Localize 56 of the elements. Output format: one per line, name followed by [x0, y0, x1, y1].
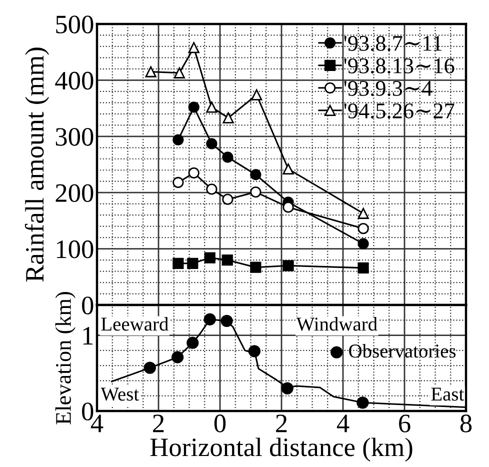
point [250, 169, 262, 180]
y-axis-title: Elevation (km) [55, 292, 76, 424]
point [144, 362, 156, 374]
point [358, 223, 369, 234]
point [358, 262, 369, 274]
y-tick-label: 400 [55, 72, 94, 90]
point [206, 102, 218, 113]
y-tick-label: 0 [82, 296, 94, 314]
annotation: Leeward [101, 317, 168, 331]
y-tick-label: 1 [83, 327, 93, 344]
point [171, 351, 184, 364]
point [222, 254, 233, 266]
point [187, 258, 198, 269]
point [145, 66, 156, 78]
x-tick-label: 0 [214, 414, 226, 432]
annotation: Windward [296, 317, 378, 331]
point [282, 202, 294, 213]
point [186, 336, 199, 349]
point [281, 382, 294, 394]
x-tick-label: 6 [399, 414, 410, 432]
y-axis-title: Rainfall amount (mm) [24, 48, 50, 282]
point [282, 163, 294, 175]
point [222, 152, 234, 163]
x-tick-label: 4 [336, 414, 350, 432]
point [251, 89, 262, 100]
y-tick-label: 300 [56, 128, 94, 146]
point [188, 102, 200, 113]
point [206, 184, 218, 195]
point [188, 167, 200, 178]
x-axis-title: Horizontal distance (km) [150, 438, 412, 462]
point [222, 194, 234, 205]
point [250, 186, 262, 198]
point [172, 258, 184, 269]
annotation: East [431, 388, 464, 401]
point [174, 67, 185, 78]
y-tick-label: 500 [56, 16, 94, 34]
point [222, 112, 234, 124]
point [356, 396, 369, 409]
point [172, 134, 184, 146]
point [250, 262, 262, 273]
point [204, 252, 216, 264]
point [358, 238, 369, 250]
y-tick-label: 100 [56, 240, 94, 258]
point [204, 313, 216, 326]
point [172, 176, 184, 188]
x-tick-label: 2 [276, 414, 287, 432]
annotation: West [100, 388, 139, 401]
point [220, 314, 233, 327]
x-tick-label: 8 [460, 414, 472, 432]
x-tick-label: 2 [153, 414, 164, 432]
point [358, 208, 369, 219]
point [282, 260, 294, 272]
point [188, 42, 200, 54]
y-tick-label: 200 [56, 184, 94, 202]
point [248, 345, 261, 358]
point [206, 138, 218, 150]
